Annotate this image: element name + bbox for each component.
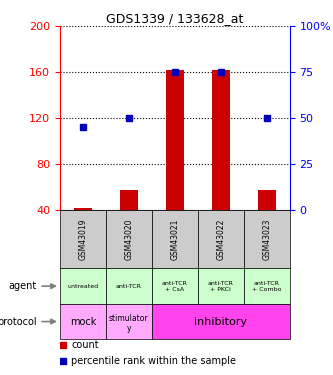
- Text: anti-TCR
+ CsA: anti-TCR + CsA: [162, 281, 188, 291]
- Text: anti-TCR
+ PKCi: anti-TCR + PKCi: [208, 281, 234, 291]
- Bar: [198, 268, 244, 305]
- Bar: [152, 210, 198, 268]
- Bar: [166, 70, 184, 210]
- Text: untreated: untreated: [67, 284, 99, 289]
- Bar: [120, 190, 138, 210]
- Text: GSM43019: GSM43019: [78, 218, 88, 259]
- Text: count: count: [71, 340, 99, 350]
- Bar: [257, 190, 276, 210]
- Bar: [60, 304, 106, 339]
- Bar: [74, 208, 92, 210]
- Text: stimulator
y: stimulator y: [109, 314, 149, 333]
- Bar: [152, 268, 198, 305]
- Text: mock: mock: [70, 316, 96, 327]
- Text: agent: agent: [9, 281, 37, 291]
- Text: anti-TCR: anti-TCR: [116, 284, 142, 289]
- Bar: [244, 268, 290, 305]
- Text: inhibitory: inhibitory: [194, 316, 247, 327]
- Text: protocol: protocol: [0, 316, 37, 327]
- Bar: [211, 70, 230, 210]
- Text: GSM43023: GSM43023: [262, 218, 271, 259]
- Text: GSM43020: GSM43020: [124, 218, 134, 259]
- Text: anti-TCR
+ Combo: anti-TCR + Combo: [252, 281, 281, 291]
- Bar: [60, 210, 106, 268]
- Text: percentile rank within the sample: percentile rank within the sample: [71, 356, 236, 366]
- Bar: [198, 210, 244, 268]
- Bar: [106, 210, 152, 268]
- Text: GSM43022: GSM43022: [216, 218, 225, 259]
- Bar: [60, 268, 106, 305]
- Title: GDS1339 / 133628_at: GDS1339 / 133628_at: [106, 12, 243, 25]
- Bar: [244, 210, 290, 268]
- Text: GSM43021: GSM43021: [170, 218, 179, 259]
- Bar: [152, 304, 290, 339]
- Bar: [106, 304, 152, 339]
- Bar: [106, 268, 152, 305]
